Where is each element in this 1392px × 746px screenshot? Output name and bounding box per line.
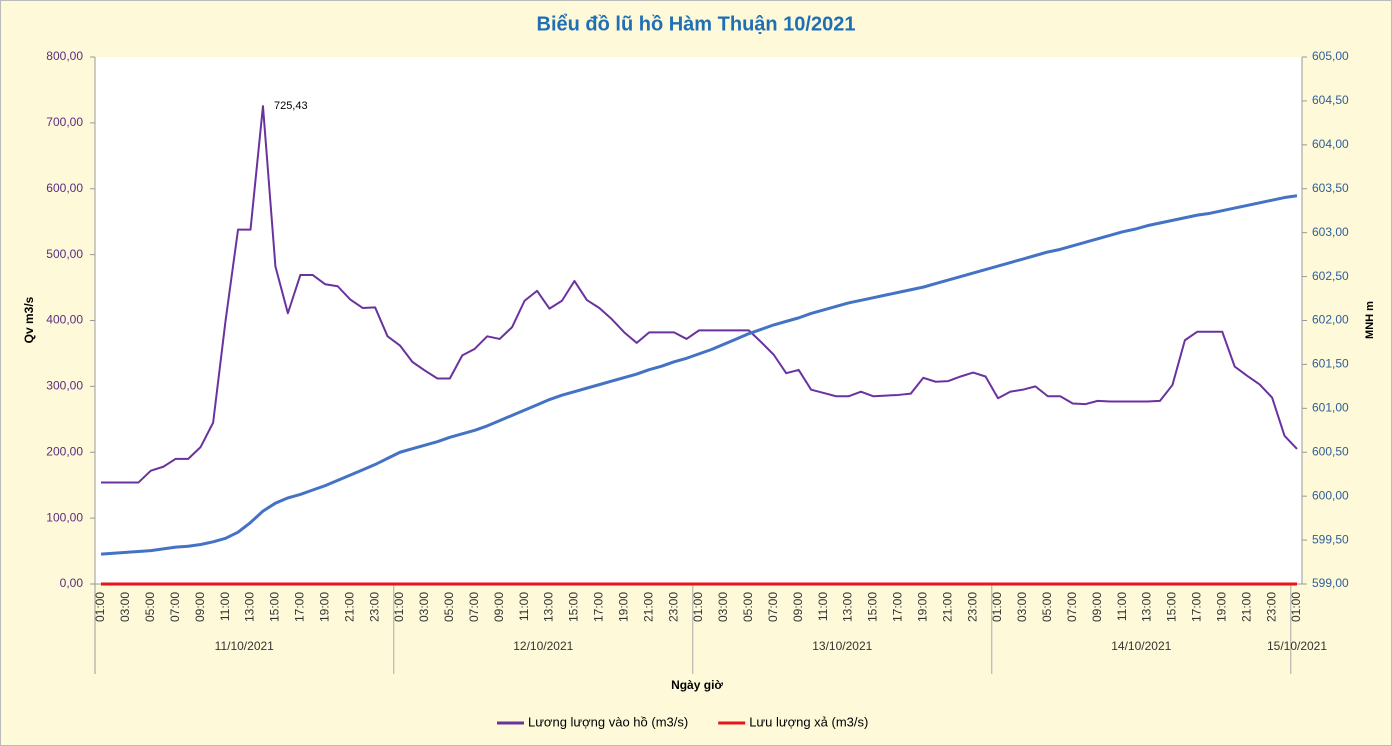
- y2-tick-label: 600,00: [1312, 488, 1349, 502]
- x-tick-label: 23:00: [965, 592, 979, 622]
- x-tick-label: 21:00: [1239, 592, 1253, 622]
- x-tick-label: 19:00: [317, 592, 331, 622]
- x-tick-label: 01:00: [93, 592, 107, 622]
- y-tick-label: 400,00: [46, 313, 83, 327]
- y-tick-label: 0,00: [60, 576, 84, 590]
- x-tick-label: 13:00: [542, 592, 556, 622]
- x-tick-label: 11:00: [218, 592, 232, 621]
- y2-tick-label: 601,00: [1312, 401, 1349, 415]
- x-tick-label: 09:00: [791, 592, 805, 622]
- x-tick-label: 19:00: [1214, 592, 1228, 622]
- x-tick-label: 07:00: [766, 592, 780, 622]
- y2-tick-label: 602,50: [1312, 269, 1349, 283]
- x-tick-label: 11:00: [816, 592, 830, 621]
- x-tick-label: 17:00: [891, 592, 905, 622]
- x-tick-label: 03:00: [716, 592, 730, 622]
- x-tick-label: 05:00: [741, 592, 755, 622]
- y2-tick-label: 604,00: [1312, 137, 1349, 151]
- x-tick-label: 05:00: [442, 592, 456, 622]
- x-tick-label: 13:00: [841, 592, 855, 622]
- x-tick-label: 13:00: [243, 592, 257, 622]
- x-tick-label: 11:00: [1115, 592, 1129, 621]
- x-tick-label: 15:00: [268, 592, 282, 622]
- x-tick-label: 09:00: [193, 592, 207, 622]
- y2-tick-label: 603,00: [1312, 225, 1349, 239]
- group-label: 12/10/2021: [513, 639, 573, 653]
- y2-tick-label: 599,50: [1312, 532, 1349, 546]
- x-tick-label: 07:00: [1065, 592, 1079, 622]
- x-tick-label: 05:00: [1040, 592, 1054, 622]
- chart-title: Biểu đồ lũ hồ Hàm Thuận 10/2021: [537, 13, 856, 35]
- x-tick-label: 11:00: [517, 592, 531, 621]
- x-tick-label: 15:00: [1165, 592, 1179, 622]
- x-tick-label: 17:00: [293, 592, 307, 622]
- x-tick-label: 21:00: [641, 592, 655, 622]
- data-label: 725,43: [274, 100, 308, 112]
- group-label: 15/10/2021: [1267, 639, 1327, 653]
- x-tick-label: 23:00: [1264, 592, 1278, 622]
- x-tick-label: 01:00: [1289, 592, 1303, 622]
- plot-area: [95, 57, 1302, 584]
- y2-tick-label: 605,00: [1312, 49, 1349, 63]
- y-tick-label: 700,00: [46, 115, 83, 129]
- y-tick-label: 300,00: [46, 379, 83, 393]
- series-line: [100, 194, 1298, 556]
- legend-label: Lưu lượng xả (m3/s): [749, 714, 868, 729]
- x-tick-label: 17:00: [592, 592, 606, 622]
- x-tick-label: 15:00: [866, 592, 880, 622]
- y-tick-label: 500,00: [46, 247, 83, 261]
- y-tick-label: 100,00: [46, 510, 83, 524]
- y-tick-label: 200,00: [46, 444, 83, 458]
- y2-tick-label: 604,50: [1312, 93, 1349, 107]
- x-tick-label: 19:00: [915, 592, 929, 622]
- x-tick-label: 03:00: [1015, 592, 1029, 622]
- x-tick-label: 19:00: [616, 592, 630, 622]
- x-tick-label: 05:00: [143, 592, 157, 622]
- y2-tick-label: 599,00: [1312, 576, 1349, 590]
- group-label: 11/10/2021: [215, 639, 274, 653]
- legend-label: Lương lượng vào hồ (m3/s): [528, 714, 688, 729]
- y2-axis-label: MNH m: [1364, 301, 1376, 339]
- x-tick-label: 03:00: [417, 592, 431, 622]
- x-tick-label: 23:00: [367, 592, 381, 622]
- x-tick-label: 01:00: [392, 592, 406, 622]
- x-tick-label: 23:00: [666, 592, 680, 622]
- x-tick-label: 21:00: [342, 592, 356, 622]
- y-tick-label: 800,00: [46, 49, 83, 63]
- x-tick-label: 07:00: [467, 592, 481, 622]
- y2-tick-label: 601,50: [1312, 357, 1349, 371]
- y2-tick-label: 600,50: [1312, 444, 1349, 458]
- x-tick-label: 17:00: [1190, 592, 1204, 622]
- x-tick-label: 01:00: [990, 592, 1004, 622]
- y-tick-label: 600,00: [46, 181, 83, 195]
- y2-tick-label: 603,50: [1312, 181, 1349, 195]
- series-line: [101, 105, 1298, 484]
- x-tick-label: 21:00: [940, 592, 954, 622]
- x-tick-label: 03:00: [118, 592, 132, 622]
- group-label: 13/10/2021: [812, 639, 872, 653]
- x-tick-label: 13:00: [1140, 592, 1154, 622]
- y2-tick-label: 602,00: [1312, 313, 1349, 327]
- x-tick-label: 09:00: [1090, 592, 1104, 622]
- y-axis-label: Qv m3/s: [22, 296, 36, 343]
- group-label: 14/10/2021: [1111, 639, 1171, 653]
- x-tick-label: 01:00: [691, 592, 705, 622]
- x-axis-label: Ngày giờ: [671, 678, 723, 692]
- x-tick-label: 09:00: [492, 592, 506, 622]
- x-tick-label: 15:00: [567, 592, 581, 622]
- x-tick-label: 07:00: [168, 592, 182, 622]
